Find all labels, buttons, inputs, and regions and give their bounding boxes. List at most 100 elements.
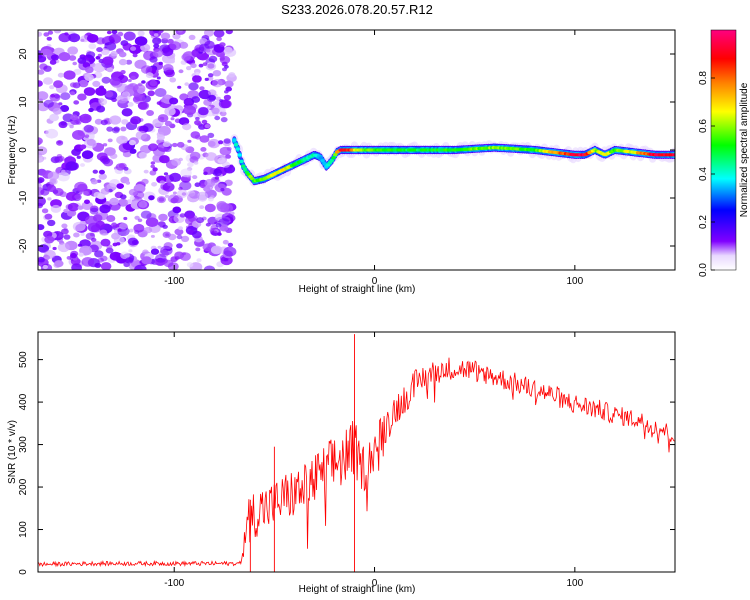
noise-blob xyxy=(164,194,170,198)
noise-blob xyxy=(57,242,70,253)
noise-blob xyxy=(88,107,94,113)
noise-blob xyxy=(38,196,46,207)
noise-blob xyxy=(78,79,89,88)
noise-blob xyxy=(117,31,124,37)
noise-blob xyxy=(210,245,223,255)
noise-blob xyxy=(77,57,87,64)
snr-y-tick-label: 500 xyxy=(18,351,29,368)
noise-blob xyxy=(83,124,94,133)
track-segment xyxy=(237,153,242,157)
noise-blob xyxy=(128,249,133,253)
noise-blob xyxy=(120,251,130,260)
noise-blob xyxy=(118,143,132,153)
noise-blob xyxy=(43,32,50,37)
spectrogram-y-tick-label: 0 xyxy=(18,147,29,153)
noise-blob xyxy=(76,155,82,159)
noise-blob xyxy=(98,97,104,103)
noise-blob xyxy=(213,30,225,38)
track-segment xyxy=(672,153,675,157)
noise-blob xyxy=(145,72,154,79)
noise-blob xyxy=(189,151,201,160)
noise-blob xyxy=(79,239,91,248)
noise-blob xyxy=(188,82,199,91)
noise-blob xyxy=(133,223,145,233)
noise-blob xyxy=(77,205,84,210)
noise-blob xyxy=(100,238,111,247)
noise-blob xyxy=(143,226,153,234)
noise-blob xyxy=(70,114,78,121)
noise-blob xyxy=(208,55,218,63)
noise-blob xyxy=(74,181,88,192)
noise-blob xyxy=(138,200,148,208)
spectrogram-y-tick-label: 10 xyxy=(18,96,29,108)
snr-y-tick-label: 100 xyxy=(18,521,29,538)
noise-blob xyxy=(169,41,181,51)
noise-blob xyxy=(42,264,48,270)
noise-blob xyxy=(85,232,96,240)
track-segment xyxy=(242,167,248,171)
noise-blob xyxy=(38,183,42,189)
noise-blob xyxy=(187,139,192,143)
noise-blob xyxy=(160,245,173,256)
noise-blob xyxy=(187,162,194,168)
colorbar-tick-label: 0.4 xyxy=(698,167,709,181)
noise-blob xyxy=(107,138,113,143)
noise-blob xyxy=(150,234,155,238)
noise-blob xyxy=(59,105,70,112)
noise-blob xyxy=(202,243,213,252)
noise-blob xyxy=(78,252,84,257)
noise-blob xyxy=(141,65,153,74)
noise-blob xyxy=(205,222,211,227)
noise-blob xyxy=(110,222,118,228)
noise-blob xyxy=(153,43,160,49)
noise-blob xyxy=(207,63,215,69)
noise-blob xyxy=(212,70,222,77)
noise-blob xyxy=(83,87,96,96)
noise-blob xyxy=(194,120,201,126)
noise-blob xyxy=(194,182,201,187)
noise-blob xyxy=(183,105,197,116)
noise-blob xyxy=(60,92,71,100)
noise-blob xyxy=(80,163,85,167)
noise-blob xyxy=(99,204,111,214)
noise-blob xyxy=(108,33,122,44)
noise-blob xyxy=(150,248,160,255)
noise-blob xyxy=(152,49,164,58)
noise-blob xyxy=(156,196,166,204)
noise-blob xyxy=(38,98,43,102)
noise-blob xyxy=(215,223,222,228)
noise-blob xyxy=(219,111,227,117)
noise-blob xyxy=(141,256,152,265)
noise-blob xyxy=(65,161,78,171)
noise-blob xyxy=(132,84,146,94)
noise-blob xyxy=(97,257,105,263)
noise-blob xyxy=(178,69,184,74)
noise-blob xyxy=(224,80,234,88)
noise-blob xyxy=(163,259,174,268)
track-segment xyxy=(322,162,327,166)
noise-blob xyxy=(156,76,161,80)
noise-blob xyxy=(106,126,114,132)
noise-blob xyxy=(106,215,116,222)
noise-blob xyxy=(69,82,77,88)
noise-blob xyxy=(132,96,140,103)
noise-blob xyxy=(116,94,128,104)
noise-blob xyxy=(149,170,157,176)
snr-frame xyxy=(37,331,676,573)
noise-blob xyxy=(81,257,95,267)
snr-y-tick-label: 400 xyxy=(18,393,29,410)
figure-title: S233.2026.078.20.57.R12 xyxy=(281,2,433,17)
noise-blob xyxy=(109,197,119,206)
noise-blob xyxy=(137,218,143,223)
noise-blob xyxy=(134,36,148,46)
noise-blob xyxy=(164,107,176,116)
noise-blob xyxy=(207,132,215,138)
noise-blob xyxy=(211,107,220,115)
colorbar-tick-label: 0.0 xyxy=(698,263,709,277)
noise-blob xyxy=(54,260,64,268)
noise-blob xyxy=(47,219,56,227)
noise-blob xyxy=(141,80,146,84)
noise-blob xyxy=(192,175,198,180)
noise-blob xyxy=(219,224,229,232)
noise-blob xyxy=(102,143,108,147)
